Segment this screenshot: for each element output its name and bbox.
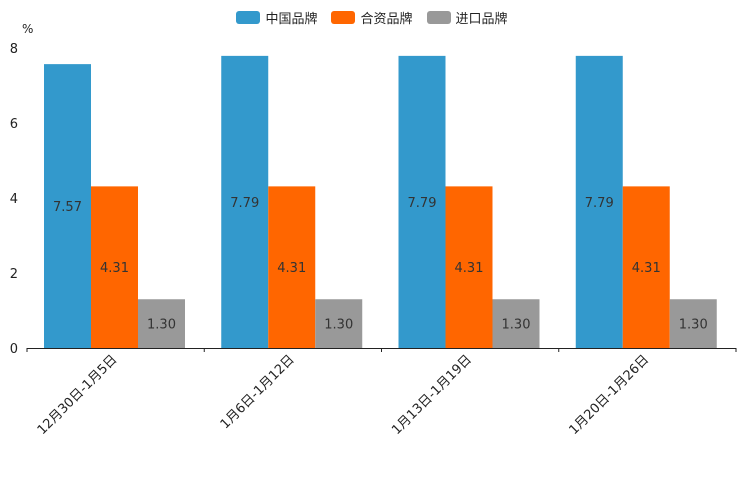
bar-value-label: 7.57 <box>53 200 82 215</box>
x-tick-label: 1月20日-1月26日 <box>566 352 652 438</box>
bar-value-label: 1.30 <box>324 318 353 333</box>
bar-value-label: 1.30 <box>147 318 176 333</box>
bar-value-label: 7.79 <box>230 196 259 211</box>
bar-value-label: 4.31 <box>277 261 306 276</box>
bar-2-1 <box>315 299 363 348</box>
bar-1-2 <box>445 186 493 348</box>
legend-label-china-brand: 中国品牌 <box>265 12 318 27</box>
bar-value-label: 4.31 <box>455 261 484 276</box>
bar-1-3 <box>622 186 670 348</box>
bar-1-0 <box>91 186 138 348</box>
bar-2-3 <box>669 299 717 348</box>
x-tick-label: 1月6日-1月12日 <box>218 352 298 432</box>
legend-item-china-brand[interactable]: 中国品牌 <box>236 8 317 27</box>
bar-0-0 <box>44 64 91 348</box>
legend-item-jv-brand[interactable]: 合资品牌 <box>331 8 413 27</box>
y-tick-label: 4 <box>10 192 18 207</box>
bar-1-1 <box>268 186 316 348</box>
bar-value-label: 4.31 <box>100 261 129 276</box>
bar-value-label: 7.79 <box>585 196 614 211</box>
y-tick-label: 2 <box>10 267 18 282</box>
legend-swatch-jv-brand <box>331 11 356 24</box>
bar-value-label: 1.30 <box>679 318 708 333</box>
bar-value-label: 7.79 <box>408 196 437 211</box>
bar-value-label: 4.31 <box>632 261 661 276</box>
y-axis-unit-label: % <box>22 22 34 36</box>
bar-2-2 <box>492 299 540 348</box>
legend-label-import-brand: 进口品牌 <box>455 12 508 27</box>
bar-0-1 <box>221 55 269 348</box>
chart-legend: 中国品牌 合资品牌 进口品牌 <box>0 8 744 27</box>
bar-value-label: 1.30 <box>502 318 531 333</box>
bar-0-2 <box>398 55 446 348</box>
x-tick-label: 1月13日-1月19日 <box>389 352 475 438</box>
y-tick-label: 0 <box>10 342 18 357</box>
legend-swatch-import-brand <box>426 11 451 24</box>
x-tick-label: 12月30日-1月5日 <box>35 352 121 438</box>
legend-label-jv-brand: 合资品牌 <box>360 12 413 27</box>
bar-0-3 <box>575 55 623 348</box>
y-tick-label: 6 <box>10 117 18 132</box>
bar-2-0 <box>138 299 185 348</box>
legend-item-import-brand[interactable]: 进口品牌 <box>426 8 508 27</box>
legend-swatch-china-brand <box>236 11 261 24</box>
y-tick-label: 8 <box>10 42 18 57</box>
